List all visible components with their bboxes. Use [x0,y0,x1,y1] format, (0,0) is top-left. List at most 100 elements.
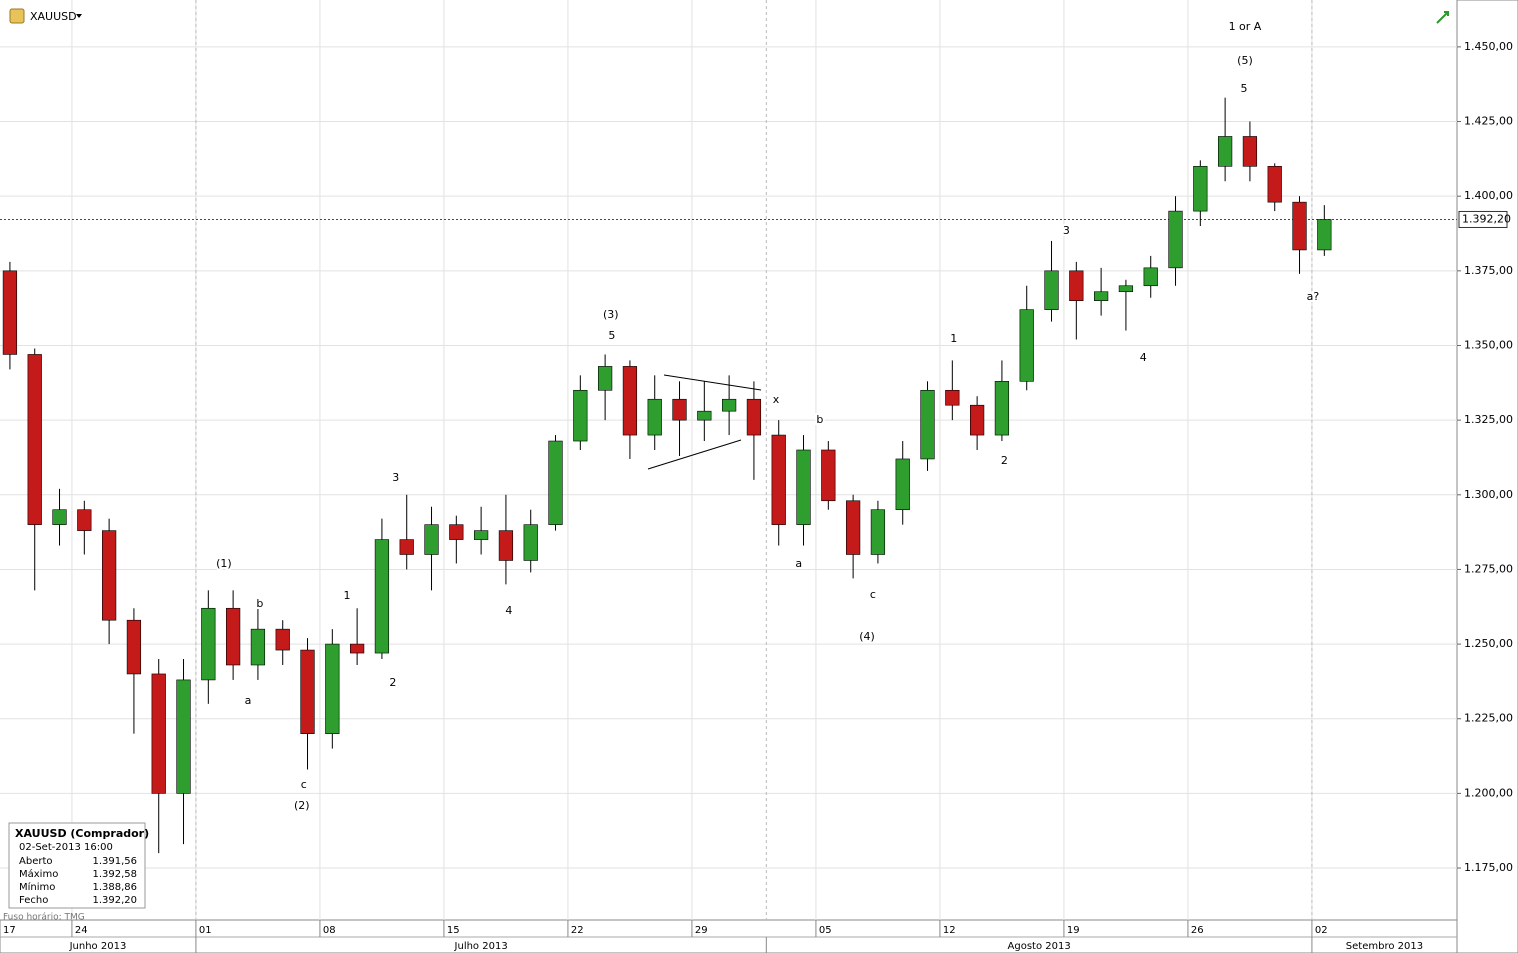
wave-label: (4) [859,630,875,643]
wave-label: a [795,557,802,570]
candle-body [1044,270,1059,310]
candle-body [1094,291,1109,301]
candle-body [647,398,662,436]
candle-body [1118,285,1134,293]
y-tick-label: 1.200,00 [1464,786,1513,799]
symbol[interactable]: XAUUSD [30,10,77,23]
wave-label: a [245,694,252,707]
candle-body [969,404,985,436]
y-tick-label: 1.275,00 [1464,562,1513,575]
y-tick-label: 1.175,00 [1464,861,1513,874]
x-tick-label: 01 [199,925,212,936]
info-value: 1.388,86 [92,882,137,893]
candle-body [1218,136,1233,167]
info-box: XAUUSD (Comprador) 02-Set-2013 16:00 Abe… [8,822,149,909]
month-label: Junho 2013 [69,941,127,952]
y-tick-label: 1.225,00 [1464,712,1513,725]
info-label: Fecho [19,895,48,906]
y-tick-label: 1.375,00 [1464,264,1513,277]
candle-body [399,539,414,555]
candle-body [325,643,340,734]
month-label: Setembro 2013 [1346,941,1423,952]
candle-body [349,643,365,654]
symbol-selector[interactable]: XAUUSD [9,8,82,24]
last-price-label: 1.392,20 [1462,212,1511,225]
candle-body [250,628,266,666]
candle-body [1242,136,1258,167]
x-tick-label: 22 [571,925,584,936]
candle-body [796,449,811,525]
info-value: 1.392,20 [92,895,137,906]
wave-label: (3) [603,308,619,321]
candle-body [1069,270,1084,301]
candle-body [300,649,315,734]
info-title: XAUUSD (Comprador) [15,827,149,840]
trendline [647,439,742,470]
month-label: Agosto 2013 [1008,941,1071,952]
wave-label: 3 [392,471,399,484]
trendline [663,374,762,391]
symbol-icon [9,8,25,24]
x-tick-label: 12 [943,925,956,936]
info-date: 02-Set-2013 16:00 [19,842,113,853]
candle-body [821,449,836,502]
info-value: 1.391,56 [92,856,137,867]
wave-label: (5) [1237,54,1253,67]
candle-body [176,679,191,794]
y-tick-label: 1.300,00 [1464,488,1513,501]
y-tick-label: 1.350,00 [1464,338,1513,351]
candle-body [151,673,166,794]
wave-label: 1 or A [1229,20,1262,33]
candle-body [721,398,737,412]
x-tick-label: 08 [323,925,336,936]
last-price-box [1458,210,1508,228]
candle-body [1317,219,1332,251]
info-label: Máximo [19,868,58,880]
candle-body [573,389,588,442]
wave-label: b [816,413,823,426]
candle-body [523,524,538,561]
wave-label: 2 [1001,454,1008,467]
wave-label: c [301,778,307,791]
candle-body [771,434,786,525]
wave-label: 4 [505,604,512,617]
timezone: Fuso horário: TMG [3,913,85,923]
y-tick-label: 1.425,00 [1464,115,1513,128]
wave-label: 1 [343,589,350,602]
info-box-frame [8,822,146,909]
candle-body [424,524,439,555]
wave-label: 1 [950,332,957,345]
candle-body [77,509,92,531]
dropdown-arrow[interactable] [76,14,82,18]
wave-label: (2) [294,799,310,812]
candle-body [449,524,464,540]
y-tick-label: 1.400,00 [1464,189,1513,202]
candle-body [126,619,142,675]
candle-body [845,500,861,555]
x-tick-label: 05 [819,925,832,936]
candle-body [746,398,762,436]
y-tick-label: 1.450,00 [1464,40,1513,53]
candle-body [275,628,290,651]
candle-body [1267,166,1282,203]
wave-label: 4 [1140,351,1147,364]
candle-body [548,440,563,525]
info-label: Aberto [19,856,53,867]
candle-body [895,458,910,511]
candle-body [1168,210,1183,269]
month-label: Julho 2013 [454,941,508,952]
candle-body [622,366,638,436]
candle-body [473,530,489,540]
candle-body [226,607,241,666]
candle-body [102,530,117,621]
trend-icon[interactable] [1436,11,1449,24]
candle-body [697,410,712,421]
candle-body [498,530,514,561]
wave-label: 5 [1240,82,1247,95]
wave-label: x [773,393,780,406]
x-tick-label: 24 [75,925,88,936]
info-label: Mínimo [19,881,55,893]
